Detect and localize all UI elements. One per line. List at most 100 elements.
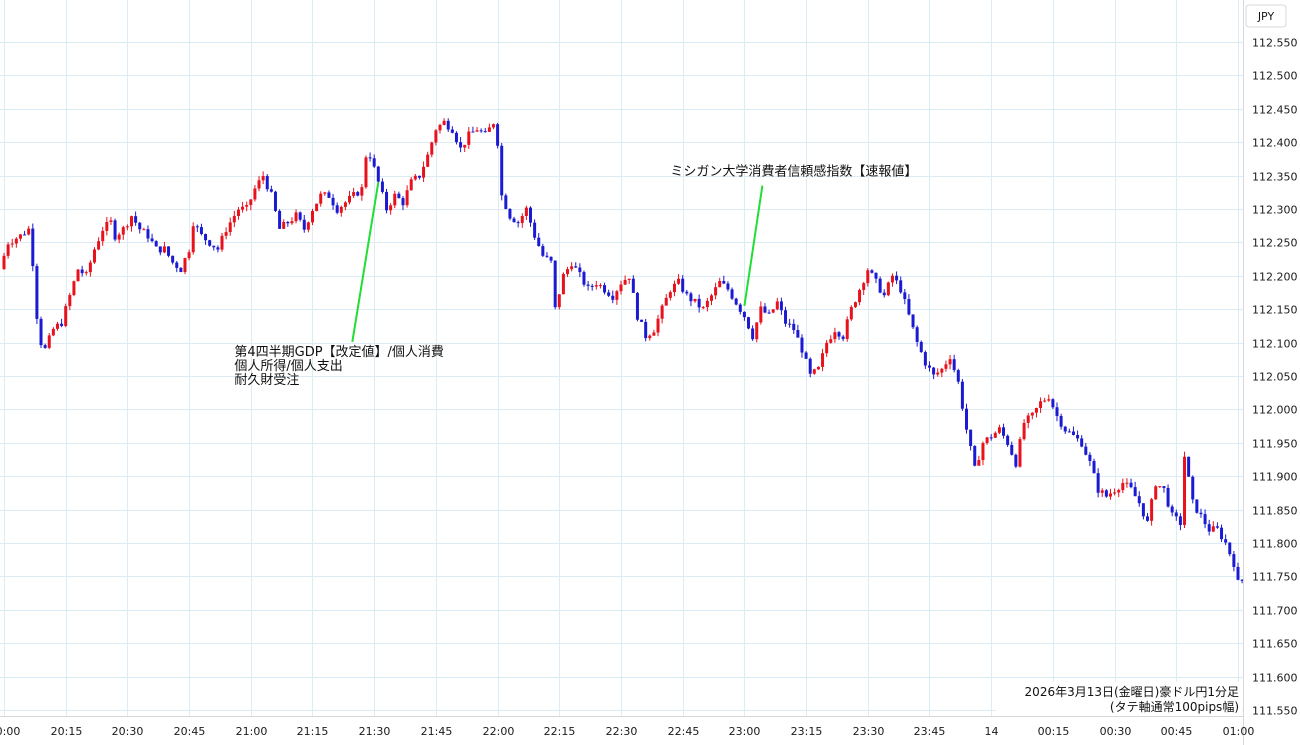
candle-body-down (335, 205, 339, 213)
candle-body-down (878, 278, 882, 293)
candle-body-up (977, 460, 981, 466)
candle-body-up (981, 443, 985, 461)
candle-body-down (1137, 496, 1141, 504)
candle-body-up (1039, 401, 1043, 409)
candle-body-down (1010, 444, 1014, 455)
candle-body-up (142, 229, 146, 231)
candle-body-down (804, 352, 808, 359)
candle-body-down (273, 191, 277, 211)
candle-body-down (685, 291, 689, 294)
candle-body-up (561, 273, 565, 295)
candle-body-down (43, 345, 47, 348)
candle-body-up (693, 298, 697, 302)
candle-body-down (471, 131, 475, 133)
candle-body-up (524, 207, 528, 216)
candle-body-up (862, 283, 866, 290)
candle-body-down (1232, 554, 1236, 567)
candle-body-down (784, 310, 788, 324)
candle-body-down (496, 124, 500, 146)
candle-body-up (2, 255, 6, 270)
y-tick-label: 112.050 (1252, 371, 1298, 384)
candle-body-down (915, 327, 919, 342)
candle-body-up (845, 319, 849, 339)
candle-body-up (245, 205, 249, 207)
candle-body-up (117, 234, 121, 240)
candle-body-up (598, 285, 602, 287)
candle-body-down (779, 301, 783, 311)
x-tick-label: 22:30 (606, 725, 638, 738)
x-tick-label: 00:30 (1100, 725, 1132, 738)
candle-body-down (1224, 539, 1228, 543)
candle-body-up (442, 120, 446, 125)
candle-body-down (1096, 473, 1100, 493)
annotation-text: 個人所得/個人支出 (234, 358, 342, 374)
candle-body-down (533, 222, 537, 238)
candle-body-up (339, 206, 343, 213)
candle-body-up (405, 190, 409, 206)
candle-body-down (195, 226, 199, 228)
candle-body-up (430, 142, 434, 155)
candle-body-up (1022, 422, 1026, 440)
candle-body-down (1059, 415, 1063, 427)
y-tick-label: 111.950 (1252, 438, 1298, 451)
candle-body-down (734, 298, 738, 305)
candle-body-down (989, 437, 993, 439)
candle-body-down (952, 359, 956, 371)
candle-body-down (397, 193, 401, 199)
candle-body-up (1018, 439, 1022, 467)
candle-body-up (829, 339, 833, 343)
annotation-text: ミシガン大学消費者信頼感指数【速報値】 (670, 164, 917, 180)
candle-body-up (310, 210, 314, 223)
candle-body-up (162, 246, 166, 253)
candle-body-down (747, 317, 751, 329)
candle-body-up (257, 180, 261, 189)
candle-body-down (446, 120, 450, 130)
candle-body-up (886, 282, 890, 296)
candle-body-down (401, 198, 405, 206)
candle-body-down (640, 319, 644, 322)
candle-body-up (1150, 499, 1154, 521)
candle-body-up (92, 249, 96, 263)
candle-body-down (376, 166, 380, 182)
candle-body-up (594, 285, 598, 287)
candle-body-down (23, 234, 27, 236)
x-tick-label: 22:15 (544, 725, 576, 738)
candle-body-up (241, 206, 245, 210)
candle-body-up (261, 176, 265, 181)
candle-body-up (130, 216, 134, 227)
candle-body-down (545, 255, 549, 257)
x-tick-label: 21:15 (297, 725, 329, 738)
candle-body-up (1121, 483, 1125, 491)
candle-body-down (1162, 486, 1166, 488)
candle-body-down (516, 222, 520, 224)
candle-body-down (204, 233, 208, 241)
candle-body-down (1178, 516, 1182, 525)
candle-body-down (870, 270, 874, 273)
candle-body-down (459, 142, 463, 148)
candle-body-down (368, 157, 372, 159)
candle-body-down (644, 321, 648, 339)
candle-body-up (306, 222, 310, 230)
candle-body-down (508, 208, 512, 219)
candle-body-up (771, 309, 775, 313)
candle-body-down (1141, 503, 1145, 517)
candle-body-down (956, 370, 960, 382)
candle-body-up (775, 301, 779, 310)
candle-body-down (767, 312, 771, 314)
candle-body-down (417, 175, 421, 178)
candle-body-up (1047, 399, 1051, 401)
candle-body-down (529, 207, 533, 223)
candle-body-down (39, 318, 43, 346)
candle-body-down (146, 229, 150, 239)
y-tick-label: 111.550 (1252, 705, 1298, 718)
x-tick-label: 22:45 (668, 725, 700, 738)
candle-body-up (121, 227, 125, 235)
candle-body-down (932, 367, 936, 375)
candle-body-up (389, 205, 393, 211)
candle-body-up (853, 302, 857, 308)
candle-body-up (84, 272, 88, 274)
candle-body-down (553, 260, 557, 308)
candle-body-down (1236, 566, 1240, 580)
x-tick-label: 23:15 (791, 725, 823, 738)
candle-body-up (940, 368, 944, 373)
